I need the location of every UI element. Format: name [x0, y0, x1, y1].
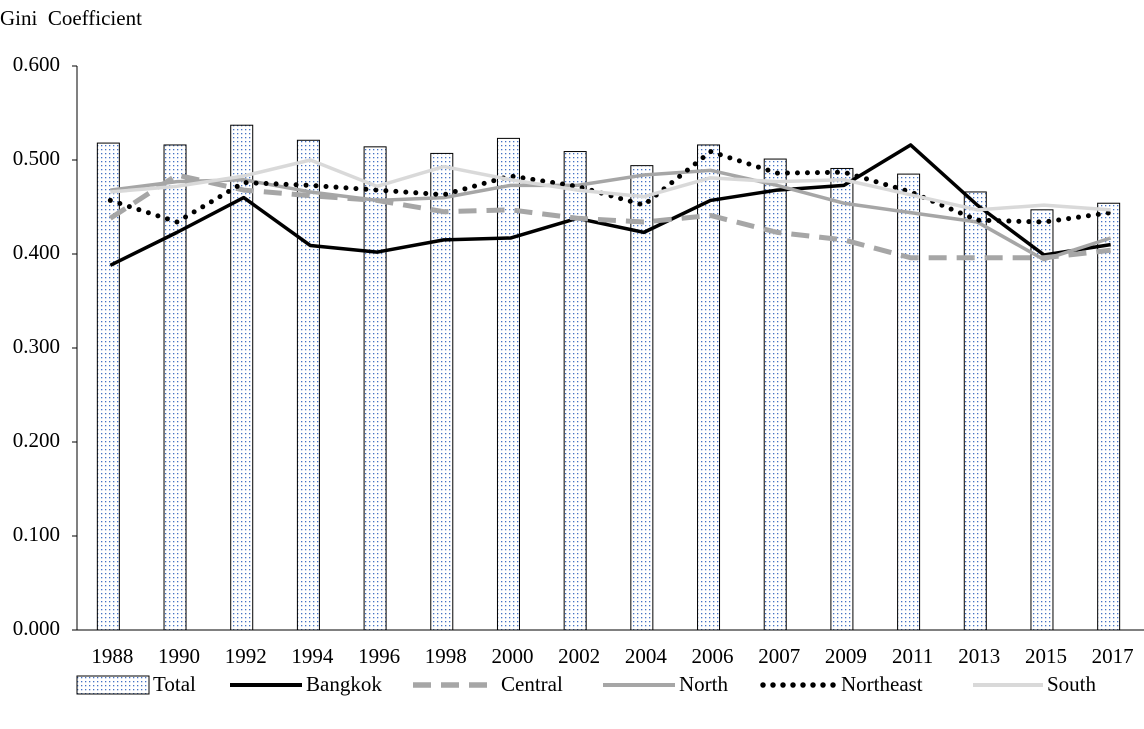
x-tick-label: 2011: [892, 644, 933, 668]
line-central: [108, 172, 1111, 261]
x-tick-label: 2013: [958, 644, 1000, 668]
legend-label: Northeast: [841, 672, 923, 696]
y-tick-label: 0.400: [13, 240, 60, 264]
y-axis-title: Gini Coefficient: [0, 6, 142, 30]
bar: [430, 152, 454, 631]
bar: [897, 173, 921, 631]
bar: [563, 151, 587, 631]
line-northeast: [107, 149, 1114, 225]
y-tick-label: 0.200: [13, 428, 60, 452]
line-south: [110, 158, 1111, 212]
x-tick-label: 2004: [625, 644, 668, 668]
legend-label: South: [1047, 672, 1097, 696]
y-tick-label: 0.600: [13, 52, 60, 76]
x-tick-label: 2015: [1025, 644, 1067, 668]
y-tick-label: 0.300: [13, 334, 60, 358]
x-tick-label: 2000: [491, 644, 533, 668]
x-tick-label: 2017: [1092, 644, 1134, 668]
x-tick-label: 2006: [692, 644, 734, 668]
x-tick-label: 1998: [425, 644, 467, 668]
x-tick-label: 2007: [758, 644, 800, 668]
bar: [296, 139, 320, 631]
x-tick-label: 1994: [291, 644, 334, 668]
bar: [1097, 202, 1121, 631]
legend-label: Total: [153, 672, 196, 696]
legend-label: Bangkok: [306, 672, 382, 696]
y-tick-label: 0.500: [13, 146, 60, 170]
legend-label: Central: [501, 672, 563, 696]
line-bangkok: [109, 143, 1111, 267]
bar: [363, 146, 387, 631]
x-tick-label: 1990: [158, 644, 200, 668]
y-tick-label: 0.100: [13, 522, 60, 546]
legend-label: North: [679, 672, 728, 696]
x-tick-label: 1988: [91, 644, 133, 668]
x-tick-label: 1992: [225, 644, 267, 668]
x-tick-label: 2002: [558, 644, 600, 668]
bar: [630, 165, 654, 631]
x-tick-label: 2009: [825, 644, 867, 668]
legend-swatch: [76, 675, 150, 695]
x-tick-label: 1996: [358, 644, 400, 668]
bar: [1030, 209, 1054, 631]
y-tick-label: 0.000: [13, 616, 60, 640]
